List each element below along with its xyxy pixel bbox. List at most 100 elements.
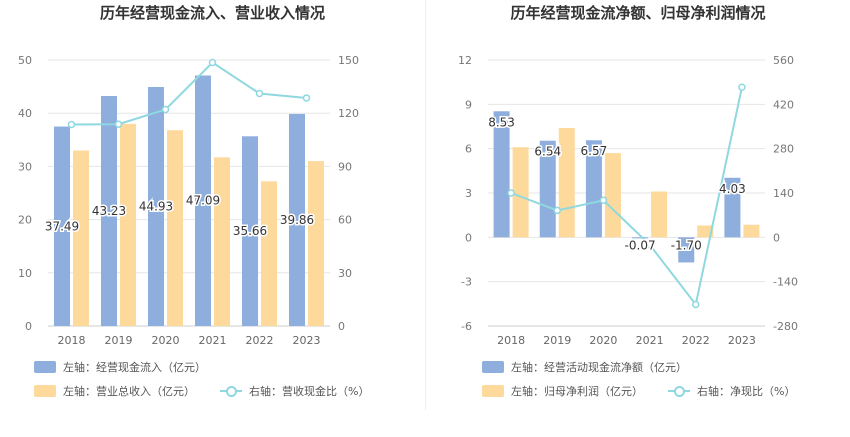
right-x-tick-label: 2020 bbox=[589, 334, 617, 347]
left-bar-series2 bbox=[167, 130, 183, 326]
left-x-tick-label: 2020 bbox=[152, 334, 180, 347]
left-data-label: 44.93 bbox=[139, 199, 173, 213]
left-legend-bar1[interactable]: 左轴：经营现金流入（亿元） bbox=[34, 359, 206, 375]
left-legend-line-label: 右轴：营收现金比（%） bbox=[249, 385, 370, 398]
right-bar-series2 bbox=[743, 224, 760, 238]
right-bar-series2 bbox=[651, 191, 668, 238]
right-x-tick-label: 2023 bbox=[728, 334, 756, 347]
left-line-point bbox=[114, 120, 123, 128]
right-legend-bar2[interactable]: 左轴：归母净利润（亿元） bbox=[482, 383, 643, 399]
right-line-point bbox=[599, 196, 608, 205]
right-x-tick-label: 2019 bbox=[543, 334, 571, 347]
left-legend-bar2-swatch bbox=[34, 385, 56, 397]
left-bar-series1 bbox=[195, 75, 211, 326]
left-line-point bbox=[255, 89, 264, 98]
right-bar-series2 bbox=[604, 153, 621, 238]
right-left-tick-label: 12 bbox=[458, 54, 472, 67]
left-legend-bar2-label: 左轴：营业总收入（亿元） bbox=[63, 385, 195, 398]
right-left-tick-label: -6 bbox=[461, 320, 472, 333]
left-legend-line[interactable]: 右轴：营收现金比（%） bbox=[220, 383, 369, 399]
left-chart-panel: 历年经营现金流入、营业收入情况 0 10 20 30 40 50 0 30 60 90 120 150… bbox=[18, 4, 369, 399]
right-x-tick-label: 2021 bbox=[636, 334, 664, 347]
right-legend-bar2-swatch bbox=[482, 385, 504, 397]
left-bar-series2 bbox=[73, 150, 89, 326]
left-x-tick-label: 2019 bbox=[105, 334, 133, 347]
left-bar-series1 bbox=[242, 136, 258, 326]
right-right-tick-label: -280 bbox=[773, 320, 798, 333]
right-left-tick-label: 9 bbox=[465, 98, 472, 111]
right-right-tick-label: 420 bbox=[773, 98, 794, 111]
right-bar-series2 bbox=[697, 225, 714, 238]
left-legend-bar2[interactable]: 左轴：营业总收入（亿元） bbox=[34, 383, 195, 399]
right-bar-series1 bbox=[724, 177, 741, 238]
left-right-tick-label: 150 bbox=[338, 54, 359, 67]
left-line-point bbox=[302, 94, 311, 102]
left-legend-bar1-swatch bbox=[34, 361, 56, 373]
right-chart-svg: -6 -3 0 3 6 9 12 -280 -140 0 140 280 420 560 2018 2019 2… bbox=[458, 54, 798, 347]
right-bar-series1 bbox=[585, 140, 602, 238]
right-line-point bbox=[553, 206, 561, 215]
right-legend-bar1[interactable]: 左轴：经营活动现金流净额（亿元） bbox=[482, 359, 687, 375]
left-chart-title: 历年经营现金流入、营业收入情况 bbox=[99, 4, 325, 22]
left-line-point bbox=[161, 105, 170, 114]
left-legend-bar1-label: 左轴：经营现金流入（亿元） bbox=[63, 361, 206, 374]
left-left-tick-label: 10 bbox=[18, 267, 32, 280]
right-data-label: 6.57 bbox=[581, 144, 608, 158]
left-left-tick-label: 50 bbox=[18, 54, 32, 67]
right-line-point bbox=[645, 240, 654, 249]
left-bar-series2 bbox=[120, 123, 136, 326]
right-data-label: -0.07 bbox=[625, 238, 656, 252]
right-bar-series1 bbox=[632, 237, 649, 239]
right-legend-line-swatch bbox=[668, 385, 690, 397]
right-right-tick-label: 280 bbox=[773, 143, 794, 156]
left-line-point bbox=[67, 120, 76, 129]
right-line-point bbox=[692, 300, 700, 309]
right-line-point bbox=[738, 83, 746, 91]
left-data-label: 43.23 bbox=[92, 204, 126, 218]
left-right-tick-label: 90 bbox=[338, 160, 352, 173]
right-right-tick-label: 560 bbox=[773, 54, 794, 67]
left-right-tick-label: 120 bbox=[338, 107, 359, 120]
left-x-tick-label: 2022 bbox=[246, 334, 274, 347]
right-left-tick-label: 3 bbox=[465, 187, 472, 200]
left-left-tick-label: 30 bbox=[18, 160, 32, 173]
right-line-point bbox=[507, 189, 515, 197]
right-right-tick-label: -140 bbox=[773, 276, 798, 289]
right-chart-title: 历年经营现金流净额、归母净利润情况 bbox=[510, 4, 766, 22]
right-legend-bar1-swatch bbox=[482, 361, 504, 373]
right-bar-series2 bbox=[512, 147, 529, 238]
left-line-point bbox=[208, 58, 217, 67]
left-legend-line-swatch bbox=[220, 385, 242, 397]
left-x-tick-label: 2018 bbox=[58, 334, 86, 347]
right-left-tick-label: 6 bbox=[465, 143, 472, 156]
right-data-label: 4.03 bbox=[719, 182, 746, 196]
right-bar-series1 bbox=[678, 237, 695, 263]
left-right-tick-label: 60 bbox=[338, 214, 352, 227]
left-bar-series2 bbox=[214, 157, 230, 326]
right-legend-line[interactable]: 右轴：净现比（%） bbox=[668, 383, 795, 399]
right-bar-series1 bbox=[493, 111, 510, 238]
right-bar-series2 bbox=[558, 127, 575, 238]
left-bar-series1 bbox=[289, 113, 305, 327]
right-legend-bar2-label: 左轴：归母净利润（亿元） bbox=[511, 385, 643, 398]
right-legend-bar1-label: 左轴：经营活动现金流净额（亿元） bbox=[511, 361, 687, 374]
left-data-label: 47.09 bbox=[186, 194, 220, 208]
left-left-tick-label: 0 bbox=[25, 320, 32, 333]
left-left-tick-label: 20 bbox=[18, 214, 32, 227]
right-right-tick-label: 140 bbox=[773, 187, 794, 200]
right-data-label: 6.54 bbox=[534, 145, 561, 159]
left-data-label: 39.86 bbox=[280, 213, 314, 227]
panel-divider bbox=[425, 0, 426, 410]
left-bar-series1 bbox=[148, 86, 164, 326]
left-x-tick-label: 2021 bbox=[199, 334, 227, 347]
left-left-tick-label: 40 bbox=[18, 107, 32, 120]
left-bar-series2 bbox=[261, 181, 277, 326]
right-right-tick-label: 0 bbox=[773, 231, 780, 244]
left-data-label: 37.49 bbox=[45, 219, 79, 233]
left-data-label: 35.66 bbox=[233, 224, 267, 238]
right-chart-panel: 历年经营现金流净额、归母净利润情况 -6 -3 0 3 6 9 12 -280 -140 0 140… bbox=[426, 0, 850, 437]
left-line-series bbox=[71, 61, 307, 126]
left-right-tick-label: 30 bbox=[338, 267, 352, 280]
left-bar-series1 bbox=[54, 126, 70, 327]
right-x-tick-label: 2022 bbox=[682, 334, 710, 347]
